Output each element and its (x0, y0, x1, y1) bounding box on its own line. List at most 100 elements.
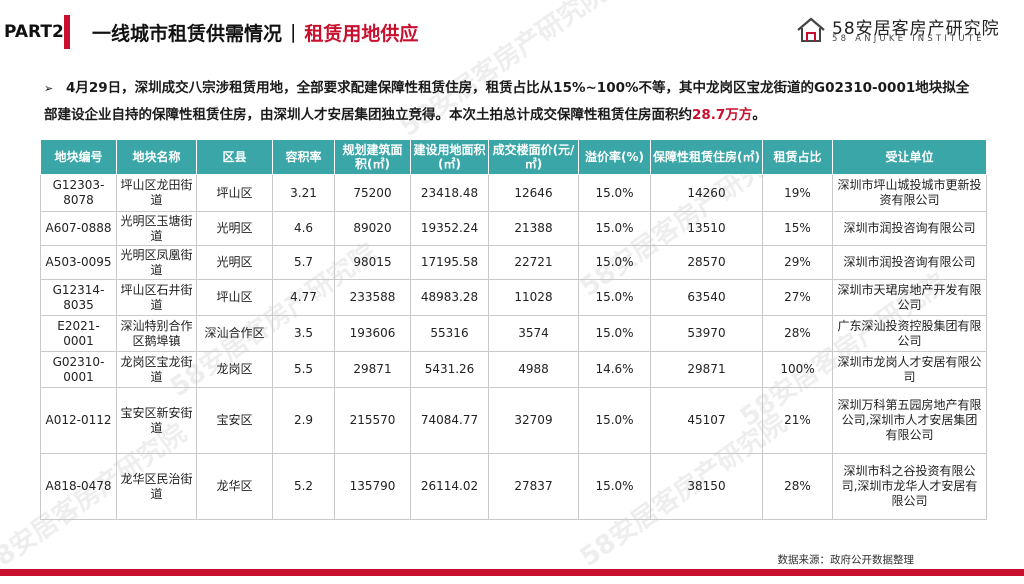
column-header: 规划建筑面积(㎡) (334, 139, 411, 175)
table-cell: 233588 (334, 279, 411, 316)
table-cell: 215570 (334, 387, 411, 454)
table-cell: 坪山区 (196, 279, 273, 316)
table-cell: 15.0% (578, 315, 651, 352)
column-header: 受让单位 (832, 139, 987, 175)
table-cell: 光明区凤凰街道 (116, 245, 197, 280)
table-row: A503-0095 光明区凤凰街道 光明区 5.7 98015 17195.58 22721… (40, 245, 987, 280)
table-cell: 48983.28 (410, 279, 489, 316)
table-row: G12314-8035 坪山区石井街道 坪山区 4.77 233588 48983.28 1… (40, 279, 987, 316)
table-cell: 5.5 (272, 351, 335, 388)
table-cell: 深圳万科第五园房地产有限公司,深圳市人才安居集团有限公司 (832, 387, 987, 454)
table-cell: 21388 (488, 211, 579, 246)
table-cell: 14260 (650, 174, 763, 212)
table-row: G02310-0001 龙岗区宝龙街道 龙岗区 5.5 29871 5431.26 4988… (40, 351, 987, 388)
table-cell: G12303-8078 (40, 174, 117, 212)
table-cell: 4.77 (272, 279, 335, 316)
table-cell: 龙岗区 (196, 351, 273, 388)
table-cell: 4.6 (272, 211, 335, 246)
table-cell: G12314-8035 (40, 279, 117, 316)
table-cell: A503-0095 (40, 245, 117, 280)
land-supply-table: 地块编号 地块名称 区县 容积率 规划建筑面积(㎡) 建设用地面积(㎡) 成交楼面价(元/㎡… (40, 139, 987, 520)
table-cell: 深圳市润投咨询有限公司 (832, 211, 987, 246)
table-cell: 193606 (334, 315, 411, 352)
table-cell: 38150 (650, 453, 763, 520)
column-header: 地块编号 (40, 139, 117, 175)
table-cell: A607-0888 (40, 211, 117, 246)
table-cell: 光明区玉塘街道 (116, 211, 197, 246)
table-cell: 光明区 (196, 245, 273, 280)
table-cell: 坪山区 (196, 174, 273, 212)
table-cell: 29871 (650, 351, 763, 388)
table-cell: 45107 (650, 387, 763, 454)
table-cell: 3.21 (272, 174, 335, 212)
column-header: 保障性租赁住房(㎡) (650, 139, 763, 175)
table-cell: 4988 (488, 351, 579, 388)
table-cell: 深圳市天珺房地产开发有限公司 (832, 279, 987, 316)
table-cell: 坪山区石井街道 (116, 279, 197, 316)
column-header: 溢价率(%) (578, 139, 651, 175)
table-cell: 14.6% (578, 351, 651, 388)
table-cell: 15.0% (578, 387, 651, 454)
table-cell: A012-0112 (40, 387, 117, 454)
table-cell: 63540 (650, 279, 763, 316)
table-cell: 23418.48 (410, 174, 489, 212)
column-header: 建设用地面积(㎡) (410, 139, 489, 175)
table-cell: 深圳市科之谷投资有限公司,深圳市龙华人才安居有限公司 (832, 453, 987, 520)
table-cell: 13510 (650, 211, 763, 246)
title-separator: | (290, 21, 297, 43)
table-cell: 22721 (488, 245, 579, 280)
table-cell: 19% (762, 174, 833, 212)
summary-highlight: 28.7万方 (692, 107, 753, 123)
table-cell: 3.5 (272, 315, 335, 352)
table-cell: 光明区 (196, 211, 273, 246)
table-cell: 28% (762, 453, 833, 520)
table-row: E2021-0001 深汕特别合作区鹅埠镇 深汕合作区 3.5 193606 55316 3… (40, 315, 987, 352)
table-cell: 龙华区 (196, 453, 273, 520)
summary-end: 。 (752, 107, 766, 123)
table-cell: 29% (762, 245, 833, 280)
table-row: A607-0888 光明区玉塘街道 光明区 4.6 89020 19352.24 21388… (40, 211, 987, 246)
page-title: 一线城市租赁供需情况 | 租赁用地供应 (92, 16, 418, 48)
table-cell: 5.2 (272, 453, 335, 520)
brand-logo: 58安居客房产研究院 58 ANJUKE INSTITUTE (796, 14, 1011, 46)
table-cell: 19352.24 (410, 211, 489, 246)
table-cell: A818-0478 (40, 453, 117, 520)
logo-text-cn: 58安居客房产研究院 (832, 19, 1000, 39)
table-cell: 12646 (488, 174, 579, 212)
table-cell: 135790 (334, 453, 411, 520)
table-row: A012-0112 宝安区新安街道 宝安区 2.9 215570 74084.77 3270… (40, 387, 987, 454)
table-cell: 深圳市坪山城投城市更新投资有限公司 (832, 174, 987, 212)
table-cell: 29871 (334, 351, 411, 388)
footer-bar (0, 569, 1024, 576)
table-cell: 15.0% (578, 211, 651, 246)
table-cell: 宝安区新安街道 (116, 387, 197, 454)
column-header: 成交楼面价(元/㎡) (488, 139, 579, 175)
summary-paragraph: ➢ 4月29日，深圳成交八宗涉租赁用地，全部要求配建保障性租赁住房，租赁占比从15… (44, 75, 974, 128)
column-header: 地块名称 (116, 139, 197, 175)
table-cell: 53970 (650, 315, 763, 352)
data-source-note: 数据来源：政府公开数据整理 (777, 554, 915, 566)
summary-text: 4月29日，深圳成交八宗涉租赁用地，全部要求配建保障性租赁住房，租赁占比从15%… (44, 80, 970, 123)
table-cell: 深圳市润投咨询有限公司 (832, 245, 987, 280)
table-cell: 17195.58 (410, 245, 489, 280)
table-cell: 28570 (650, 245, 763, 280)
column-header: 容积率 (272, 139, 335, 175)
table-cell: 15.0% (578, 279, 651, 316)
table-cell: 55316 (410, 315, 489, 352)
table-header-row: 地块编号 地块名称 区县 容积率 规划建筑面积(㎡) 建设用地面积(㎡) 成交楼面价(元/㎡… (40, 139, 987, 175)
table-cell: E2021-0001 (40, 315, 117, 352)
table-cell: 2.9 (272, 387, 335, 454)
table-cell: 100% (762, 351, 833, 388)
table-cell: 28% (762, 315, 833, 352)
table-cell: 深汕特别合作区鹅埠镇 (116, 315, 197, 352)
table-cell: G02310-0001 (40, 351, 117, 388)
table-cell: 89020 (334, 211, 411, 246)
table-cell: 15.0% (578, 453, 651, 520)
table-cell: 3574 (488, 315, 579, 352)
table-cell: 5431.26 (410, 351, 489, 388)
column-header: 租赁占比 (762, 139, 833, 175)
table-cell: 27% (762, 279, 833, 316)
table-row: A818-0478 龙华区民治街道 龙华区 5.2 135790 26114.02 2783… (40, 453, 987, 520)
table-cell: 32709 (488, 387, 579, 454)
table-cell: 5.7 (272, 245, 335, 280)
